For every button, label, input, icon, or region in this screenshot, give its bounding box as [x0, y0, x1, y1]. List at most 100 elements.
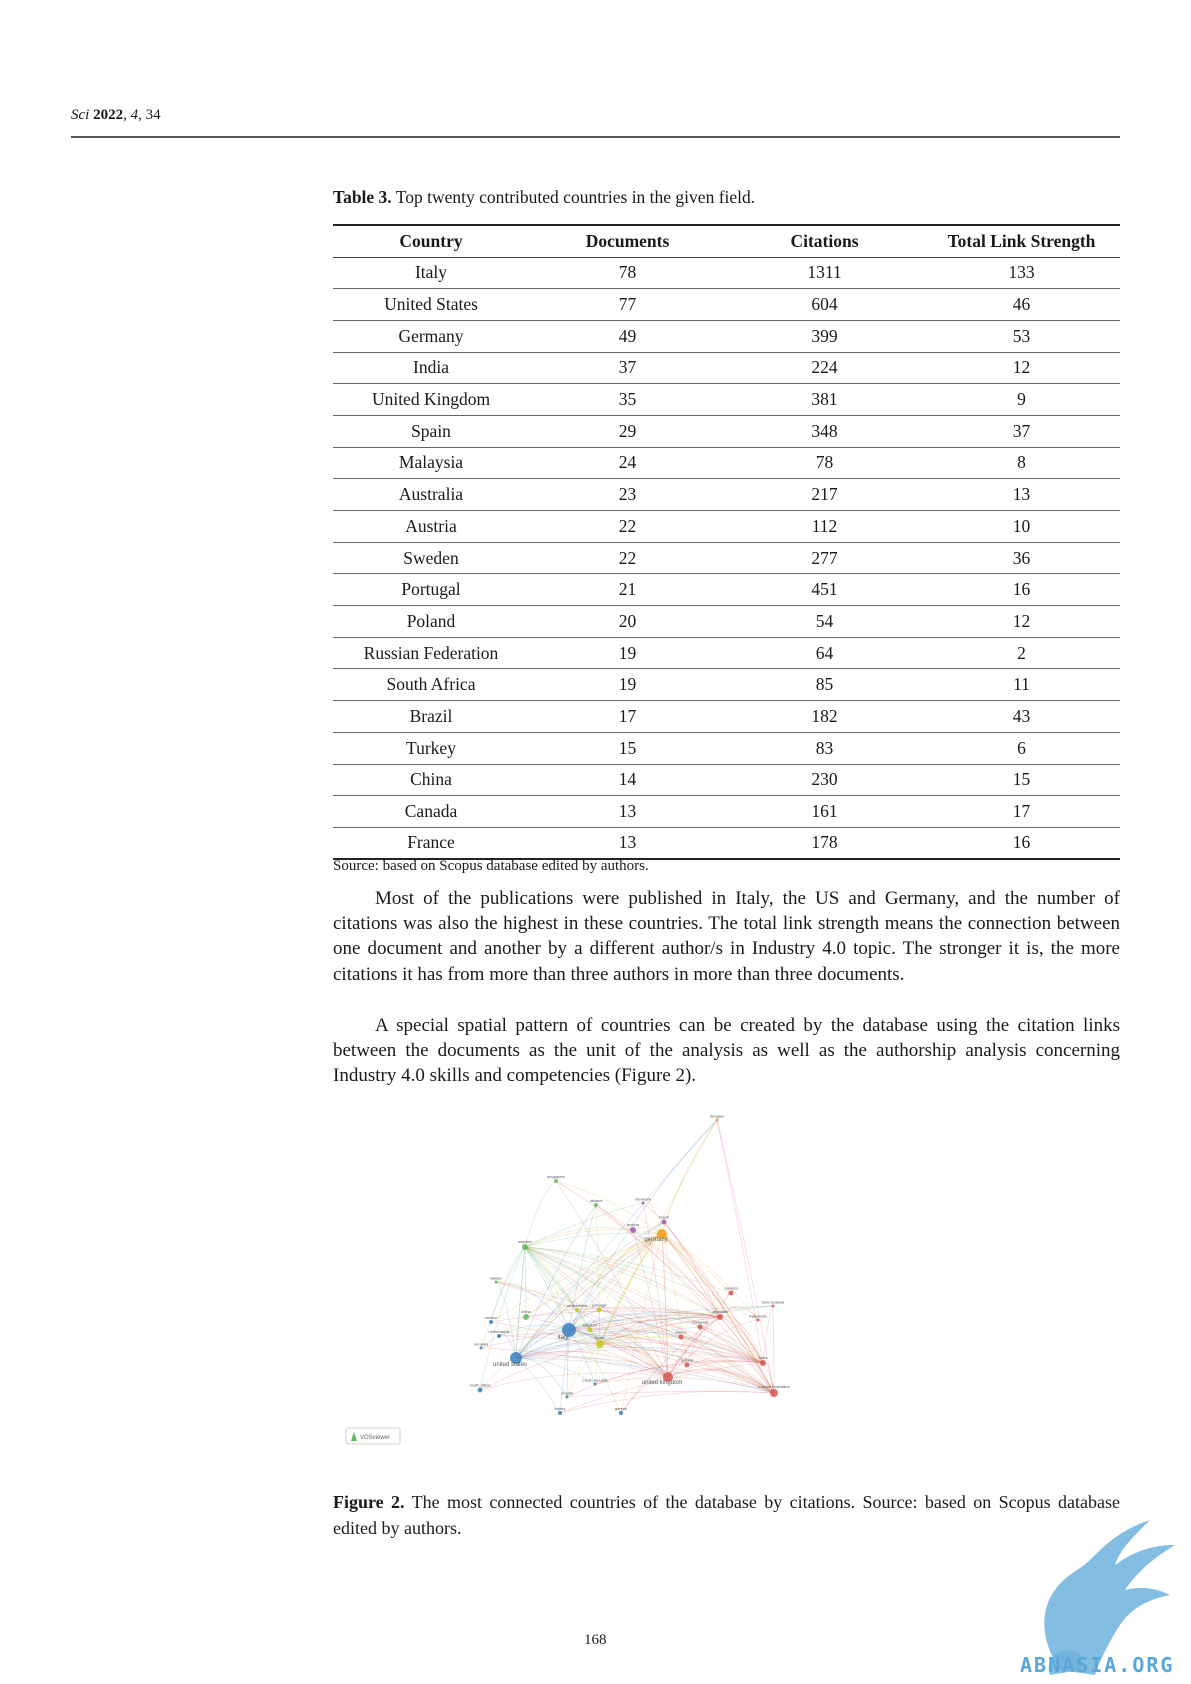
cell-citations: 85	[726, 668, 923, 702]
network-link	[719, 1306, 759, 1321]
cell-citations: 224	[726, 352, 923, 385]
network-link	[661, 1233, 759, 1321]
figure-network-map: hungary singapore ukraine denmark brazil aust…	[333, 1108, 1120, 1478]
network-node-label: spain	[595, 1335, 605, 1340]
cell-documents: 19	[529, 637, 726, 670]
vosviewer-badge: VOSviewer	[345, 1427, 401, 1445]
network-link	[661, 1233, 775, 1394]
cell-total-link-strength: 11	[923, 668, 1120, 702]
network-link	[568, 1305, 774, 1331]
network-node-romania	[479, 1346, 483, 1350]
network-link	[661, 1233, 721, 1318]
network-link	[525, 1316, 669, 1378]
network-link	[566, 1360, 764, 1398]
network-link	[589, 1233, 663, 1331]
network-link	[480, 1246, 526, 1349]
network-link	[568, 1221, 665, 1331]
article-number: 34	[145, 107, 161, 123]
network-link	[663, 1221, 775, 1394]
network-link	[524, 1232, 663, 1248]
network-node-china	[523, 1314, 529, 1320]
countries-table: Country Documents Citations Total Link S…	[333, 224, 1120, 861]
network-link	[524, 1246, 775, 1394]
watermark-text: ABNASIA.ORG	[1020, 1653, 1175, 1677]
table-row: Germany 49 399 53	[333, 320, 1120, 353]
network-link	[495, 1281, 764, 1364]
network-link	[599, 1335, 682, 1345]
table-row: Malaysia 24 78 8	[333, 447, 1120, 480]
network-link	[632, 1229, 721, 1318]
network-node-australia	[717, 1314, 723, 1320]
network-link	[495, 1281, 517, 1359]
cell-documents: 15	[529, 732, 726, 765]
network-link	[686, 1316, 721, 1366]
column-header-citations: Citations	[726, 224, 923, 258]
vosviewer-badge-label: VOSviewer	[360, 1435, 390, 1441]
network-link	[515, 1342, 601, 1359]
network-link	[524, 1246, 764, 1364]
cell-documents: 23	[529, 478, 726, 511]
cell-documents: 77	[529, 288, 726, 321]
network-node-mexico	[489, 1320, 493, 1324]
cell-citations: 54	[726, 605, 923, 638]
figure-caption-text: The most connected countries of the data…	[333, 1492, 1120, 1538]
network-link	[667, 1356, 764, 1378]
network-nodes: hungary singapore ukraine denmark brazil aust…	[470, 1114, 790, 1415]
network-visualization: hungary singapore ukraine denmark brazil aust…	[345, 1114, 790, 1445]
network-node-label: taiwan	[490, 1276, 502, 1281]
cell-total-link-strength: 12	[923, 605, 1120, 638]
network-node-greece	[619, 1411, 623, 1415]
network-link	[772, 1305, 775, 1394]
network-node-switzerland	[575, 1308, 579, 1312]
network-node-label: netherlands	[489, 1329, 510, 1334]
cell-total-link-strength: 53	[923, 320, 1120, 353]
cell-country: France	[333, 827, 529, 861]
cell-documents: 24	[529, 447, 726, 480]
cell-documents: 21	[529, 573, 726, 607]
network-link	[495, 1281, 570, 1331]
network-link	[599, 1221, 665, 1345]
network-edges	[479, 1119, 775, 1414]
table-row: France 13 178 16	[333, 827, 1120, 861]
network-node-label: malaysia	[692, 1320, 709, 1325]
table-label: Table 3.	[333, 187, 392, 207]
network-link	[515, 1305, 774, 1359]
cell-citations: 381	[726, 383, 923, 416]
table-caption: Table 3. Top twenty contributed countrie…	[333, 187, 755, 208]
cell-total-link-strength: 10	[923, 510, 1120, 543]
network-node-label: russian federation	[758, 1384, 790, 1389]
network-link	[595, 1204, 601, 1345]
network-link	[667, 1360, 764, 1378]
network-node-label: singapore	[547, 1174, 565, 1179]
network-link	[568, 1329, 669, 1378]
network-link	[667, 1369, 775, 1394]
network-link	[524, 1246, 764, 1364]
network-node-croatia	[565, 1395, 569, 1399]
cell-country: Malaysia	[333, 447, 529, 480]
cell-documents: 35	[529, 383, 726, 416]
journal-name: Sci	[71, 107, 90, 123]
table-source-note: Source: based on Scopus database edited …	[333, 858, 649, 874]
network-link	[599, 1119, 718, 1345]
cell-total-link-strength: 12	[923, 352, 1120, 385]
network-link	[599, 1341, 764, 1364]
network-node-label: india	[759, 1355, 768, 1360]
network-link	[576, 1233, 663, 1311]
cell-country: Turkey	[333, 732, 529, 765]
network-node-belgium	[587, 1327, 593, 1333]
network-link	[599, 1342, 669, 1378]
cell-citations: 78	[726, 447, 923, 480]
cell-documents: 37	[529, 352, 726, 385]
cell-country: India	[333, 352, 529, 385]
network-link	[524, 1229, 663, 1248]
network-link	[680, 1336, 775, 1394]
network-link	[568, 1329, 775, 1394]
network-link	[661, 1233, 669, 1378]
network-link	[524, 1202, 644, 1248]
cell-country: Italy	[333, 257, 529, 290]
table-caption-text: Top twenty contributed countries in the …	[395, 187, 756, 207]
cell-citations: 451	[726, 573, 923, 607]
network-node-label: sweden	[518, 1239, 532, 1244]
network-link	[524, 1246, 721, 1318]
network-link	[480, 1233, 663, 1349]
